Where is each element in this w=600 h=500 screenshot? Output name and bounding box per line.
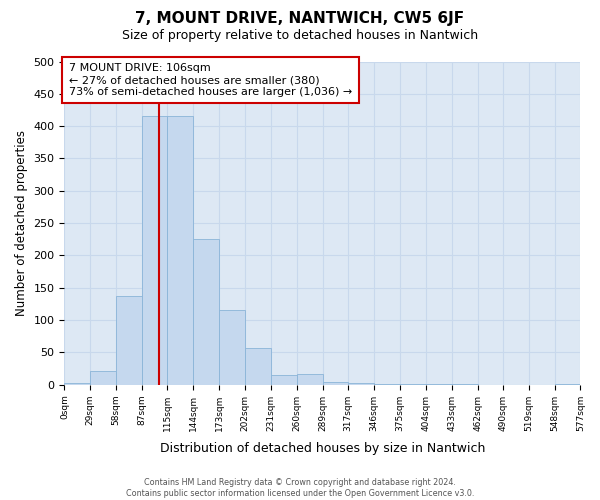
- Bar: [323, 382, 348, 385]
- Bar: [297, 374, 323, 385]
- Bar: [116, 296, 142, 385]
- Bar: [219, 310, 245, 385]
- Bar: [64, 384, 91, 385]
- Bar: [271, 375, 297, 385]
- Bar: [348, 384, 374, 385]
- Bar: [426, 384, 452, 385]
- Bar: [374, 384, 400, 385]
- Text: Size of property relative to detached houses in Nantwich: Size of property relative to detached ho…: [122, 29, 478, 42]
- Bar: [142, 116, 167, 385]
- Bar: [452, 384, 478, 385]
- Bar: [554, 384, 580, 385]
- Bar: [245, 348, 271, 385]
- Bar: [91, 370, 116, 385]
- Bar: [193, 240, 219, 385]
- Bar: [167, 116, 193, 385]
- X-axis label: Distribution of detached houses by size in Nantwich: Distribution of detached houses by size …: [160, 442, 485, 455]
- Text: 7, MOUNT DRIVE, NANTWICH, CW5 6JF: 7, MOUNT DRIVE, NANTWICH, CW5 6JF: [136, 11, 464, 26]
- Text: 7 MOUNT DRIVE: 106sqm
← 27% of detached houses are smaller (380)
73% of semi-det: 7 MOUNT DRIVE: 106sqm ← 27% of detached …: [69, 64, 352, 96]
- Bar: [400, 384, 426, 385]
- Text: Contains HM Land Registry data © Crown copyright and database right 2024.
Contai: Contains HM Land Registry data © Crown c…: [126, 478, 474, 498]
- Y-axis label: Number of detached properties: Number of detached properties: [15, 130, 28, 316]
